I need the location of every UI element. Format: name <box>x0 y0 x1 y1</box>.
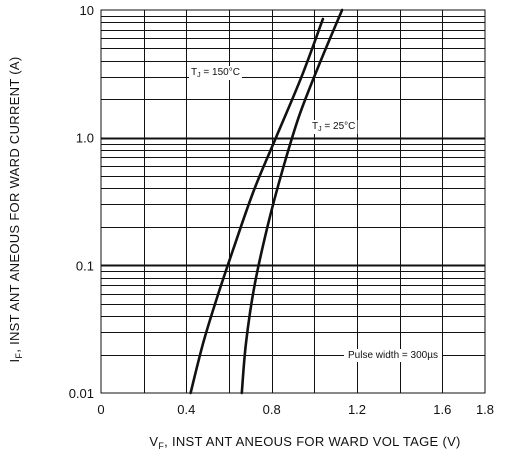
y-axis-title: IF, INST ANT ANEOUS FOR WARD CURRENT (A) <box>7 57 24 363</box>
series-label-25c: TJ = 25°C <box>312 121 355 133</box>
pulse-width-annotation: Pulse width = 300µs <box>348 350 438 361</box>
series-label-150c: TJ = 150°C <box>191 67 240 79</box>
curves <box>189 8 344 395</box>
x-tick-labels: 0 0.4 0.8 1.2 1.6 1.8 <box>97 402 494 417</box>
x-tick-label: 0 <box>97 402 104 417</box>
x-tick-label: 0.8 <box>263 402 281 417</box>
pulse-width-annotation-background <box>344 349 442 362</box>
y-tick-label: 0.1 <box>76 258 94 273</box>
y-tick-labels: 0.01 0.1 1.0 10 <box>69 3 94 401</box>
series-label-background-25c <box>310 120 358 134</box>
curve-tj-150c <box>189 17 325 395</box>
y-tick-label: 10 <box>80 3 94 18</box>
plot-frame <box>100 9 486 394</box>
x-tick-label: 1.8 <box>476 402 494 417</box>
grid <box>101 10 485 393</box>
y-tick-label: 1.0 <box>76 131 94 146</box>
x-tick-label: 1.6 <box>433 402 451 417</box>
series-label-background-150c <box>189 66 242 80</box>
curve-tj-25c <box>240 8 344 395</box>
x-tick-label: 0.4 <box>177 402 195 417</box>
x-axis-title: VF, INST ANT ANEOUS FOR WARD VOL TAGE (V… <box>149 434 460 451</box>
x-tick-label: 1.2 <box>348 402 366 417</box>
y-tick-label: 0.01 <box>69 386 94 401</box>
